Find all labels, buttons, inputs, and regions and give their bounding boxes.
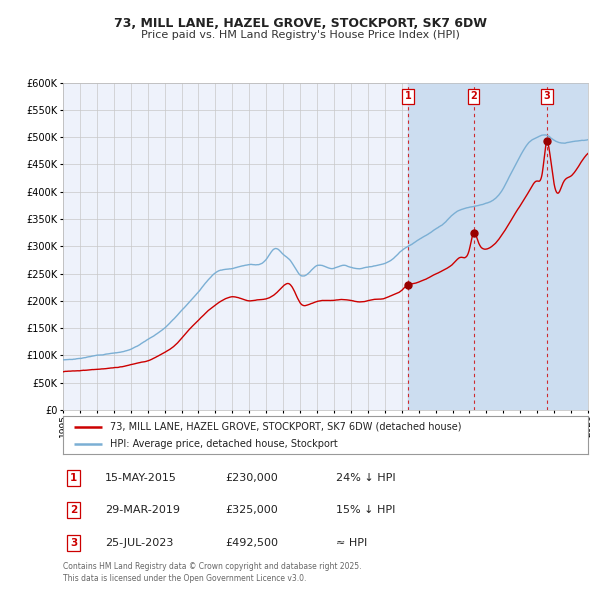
Text: 2: 2 — [470, 91, 477, 101]
Text: Price paid vs. HM Land Registry's House Price Index (HPI): Price paid vs. HM Land Registry's House … — [140, 30, 460, 40]
Text: 25-JUL-2023: 25-JUL-2023 — [105, 538, 173, 548]
Text: 1: 1 — [70, 473, 77, 483]
Text: HPI: Average price, detached house, Stockport: HPI: Average price, detached house, Stoc… — [110, 438, 338, 448]
Text: 73, MILL LANE, HAZEL GROVE, STOCKPORT, SK7 6DW: 73, MILL LANE, HAZEL GROVE, STOCKPORT, S… — [113, 17, 487, 30]
Text: 2: 2 — [70, 506, 77, 515]
Text: 3: 3 — [70, 538, 77, 548]
Bar — [408, 83, 588, 410]
Text: £492,500: £492,500 — [225, 538, 278, 548]
Text: 1: 1 — [404, 91, 412, 101]
Text: 29-MAR-2019: 29-MAR-2019 — [105, 506, 180, 515]
Text: 3: 3 — [544, 91, 550, 101]
Text: 73, MILL LANE, HAZEL GROVE, STOCKPORT, SK7 6DW (detached house): 73, MILL LANE, HAZEL GROVE, STOCKPORT, S… — [110, 422, 462, 432]
Text: 15-MAY-2015: 15-MAY-2015 — [105, 473, 177, 483]
Text: 15% ↓ HPI: 15% ↓ HPI — [336, 506, 395, 515]
Text: ≈ HPI: ≈ HPI — [336, 538, 367, 548]
Text: 24% ↓ HPI: 24% ↓ HPI — [336, 473, 395, 483]
Text: Contains HM Land Registry data © Crown copyright and database right 2025.
This d: Contains HM Land Registry data © Crown c… — [63, 562, 361, 583]
Text: £230,000: £230,000 — [225, 473, 278, 483]
Text: £325,000: £325,000 — [225, 506, 278, 515]
